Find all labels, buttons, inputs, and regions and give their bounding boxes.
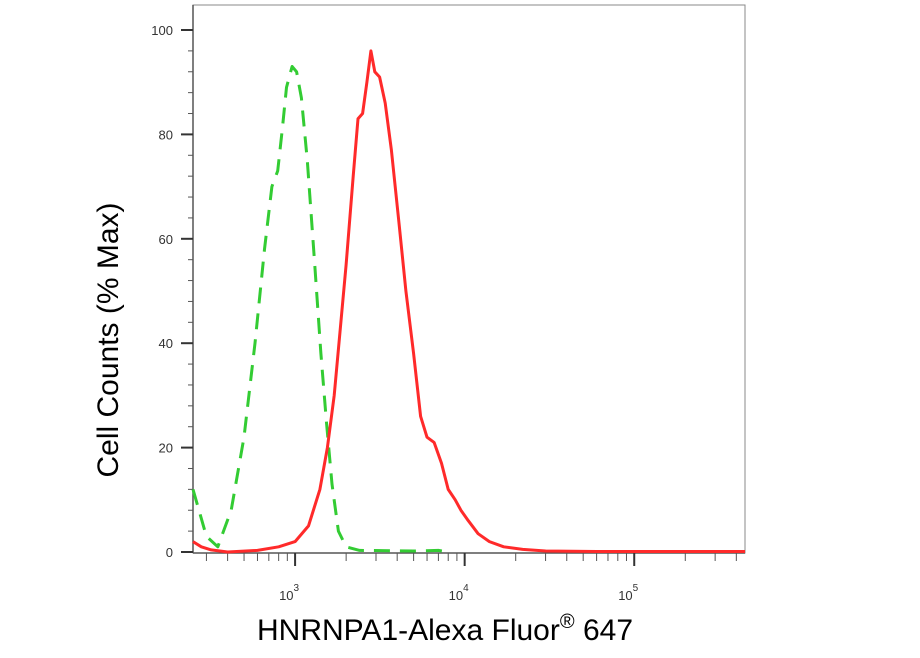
y-tick-label: 0: [166, 545, 173, 560]
y-tick-label: 80: [159, 127, 173, 142]
x-tick-base: 10: [618, 588, 632, 603]
x-tick-exponent: 4: [463, 583, 469, 594]
control-histogram-line: [191, 65, 449, 554]
x-tick-base: 10: [449, 588, 463, 603]
x-axis-title-registered: ®: [560, 611, 575, 633]
x-tick-label: 104: [449, 583, 469, 603]
x-tick-exponent: 5: [633, 583, 639, 594]
y-tick-label: 40: [159, 336, 173, 351]
plot-frame: [192, 4, 746, 554]
x-axis: 103 104 105: [193, 552, 745, 603]
y-tick-label: 20: [159, 441, 173, 456]
x-tick-label: 103: [279, 583, 299, 603]
x-axis-title-tail: 647: [575, 614, 633, 647]
x-axis-title: HNRNPA1-Alexa Fluor® 647: [257, 611, 633, 647]
y-tick-label: 60: [159, 232, 173, 247]
x-tick-label: 105: [618, 583, 638, 603]
y-axis-title: Cell Counts (% Max): [92, 202, 125, 477]
x-axis-title-main: HNRNPA1-Alexa Fluor: [257, 614, 560, 647]
y-tick-label: 100: [151, 23, 173, 38]
x-tick-exponent: 3: [294, 583, 300, 594]
series-layer: [191, 49, 745, 554]
sample-histogram-line: [192, 49, 745, 554]
y-axis: 0 20 40 60 80 100: [151, 5, 194, 560]
x-tick-base: 10: [279, 588, 293, 603]
